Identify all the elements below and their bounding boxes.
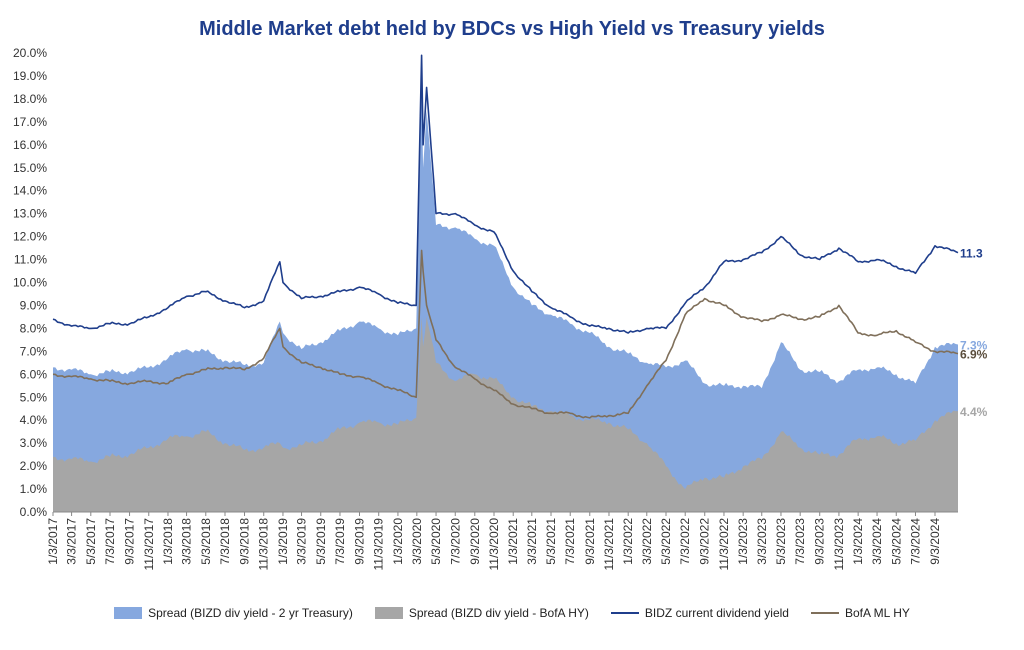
series-end-label: 4.4% — [960, 405, 988, 419]
series-line-bofa-hy — [52, 249, 959, 419]
y-tick-label: 0.0% — [20, 505, 48, 519]
x-tick-label: 7/3/2023 — [793, 518, 807, 565]
y-tick-label: 7.0% — [20, 344, 48, 358]
series-end-label: 6.9% — [960, 348, 988, 362]
series-line-bizd-yield — [52, 54, 959, 334]
x-tick-label: 1/3/2022 — [621, 518, 635, 565]
legend-item: BofA ML HY — [810, 606, 910, 620]
y-tick-label: 14.0% — [13, 184, 47, 198]
y-tick-label: 2.0% — [20, 459, 48, 473]
y-tick-label: 15.0% — [13, 161, 47, 175]
x-tick-label: 11/3/2021 — [602, 518, 616, 571]
x-tick-label: 7/3/2020 — [448, 518, 462, 565]
x-tick-label: 7/3/2017 — [103, 518, 117, 565]
y-tick-label: 1.0% — [20, 482, 48, 496]
x-tick-label: 5/3/2019 — [314, 518, 328, 565]
legend-item: Spread (BIZD div yield - 2 yr Treasury) — [114, 606, 353, 620]
x-tick-label: 3/3/2019 — [295, 518, 309, 565]
x-tick-label: 9/3/2022 — [698, 518, 712, 565]
x-tick-label: 11/3/2020 — [487, 518, 501, 571]
x-tick-label: 1/3/2019 — [276, 518, 290, 565]
x-tick-label: 5/3/2023 — [774, 518, 788, 565]
y-tick-label: 13.0% — [13, 207, 47, 221]
y-tick-label: 10.0% — [13, 276, 47, 290]
y-tick-label: 5.0% — [20, 390, 48, 404]
x-tick-label: 1/3/2018 — [161, 518, 175, 565]
chart-title: Middle Market debt held by BDCs vs High … — [199, 18, 825, 40]
x-tick-label: 9/3/2020 — [468, 518, 482, 565]
x-tick-label: 7/3/2024 — [908, 518, 922, 565]
x-tick-label: 9/3/2018 — [238, 518, 252, 565]
y-tick-label: 9.0% — [20, 298, 48, 312]
series-area-hy-spread — [53, 316, 958, 512]
y-tick-label: 16.0% — [13, 138, 47, 152]
x-tick-label: 9/3/2021 — [583, 518, 597, 565]
y-tick-label: 8.0% — [20, 321, 48, 335]
x-tick-label: 11/3/2018 — [257, 518, 271, 571]
y-tick-label: 6.0% — [20, 367, 48, 381]
x-tick-label: 9/3/2019 — [352, 518, 366, 565]
legend-swatch — [810, 612, 839, 614]
x-tick-label: 3/3/2020 — [410, 518, 424, 565]
x-tick-label: 7/3/2021 — [563, 518, 577, 565]
x-tick-label: 3/3/2018 — [180, 518, 194, 565]
y-tick-label: 20.0% — [13, 46, 47, 60]
legend-label: BIDZ current dividend yield — [644, 606, 789, 620]
x-tick-label: 5/3/2017 — [84, 518, 98, 565]
y-tick-label: 18.0% — [13, 92, 47, 106]
y-tick-label: 19.0% — [13, 69, 47, 83]
y-tick-label: 3.0% — [20, 436, 48, 450]
y-tick-label: 12.0% — [13, 230, 47, 244]
legend-swatch — [610, 612, 639, 614]
x-tick-label: 3/3/2021 — [525, 518, 539, 565]
x-tick-label: 1/3/2021 — [506, 518, 520, 565]
x-tick-label: 11/3/2022 — [717, 518, 731, 571]
x-tick-label: 3/3/2024 — [870, 518, 884, 565]
legend-swatch — [374, 607, 403, 619]
x-tick-label: 1/3/2020 — [391, 518, 405, 565]
legend-label: Spread (BIZD div yield - BofA HY) — [408, 606, 589, 620]
x-tick-label: 1/3/2023 — [736, 518, 750, 565]
chart-plot-area: 0.0% 1.0% 2.0% 3.0% 4.0% 5.0% 6.0% 7.0% 8.0% 9.0%… — [13, 46, 988, 571]
legend-swatch — [114, 607, 143, 619]
x-tick-label: 7/3/2018 — [218, 518, 232, 565]
x-tick-label: 3/3/2022 — [640, 518, 654, 565]
chart-legend: Spread (BIZD div yield - 2 yr Treasury) S… — [0, 606, 1024, 620]
x-tick-label: 9/3/2023 — [813, 518, 827, 565]
x-tick-label: 5/3/2022 — [659, 518, 673, 565]
x-tick-label: 11/3/2017 — [142, 518, 156, 571]
x-tick-label: 5/3/2018 — [199, 518, 213, 565]
x-tick-label: 5/3/2021 — [544, 518, 558, 565]
x-tick-label: 1/3/2017 — [46, 518, 60, 565]
legend-item: Spread (BIZD div yield - BofA HY) — [374, 606, 589, 620]
x-tick-label: 3/3/2017 — [65, 518, 79, 565]
series-area-treasury-spread — [53, 76, 958, 512]
legend-item: BIDZ current dividend yield — [610, 606, 789, 620]
legend-label: Spread (BIZD div yield - 2 yr Treasury) — [148, 606, 353, 620]
x-tick-label: 11/3/2023 — [832, 518, 846, 571]
y-tick-label: 4.0% — [20, 413, 48, 427]
x-tick-label: 3/3/2023 — [755, 518, 769, 565]
x-tick-label: 5/3/2024 — [889, 518, 903, 565]
x-tick-label: 11/3/2019 — [372, 518, 386, 571]
x-tick-label: 9/3/2017 — [123, 518, 137, 565]
x-tick-label: 7/3/2019 — [333, 518, 347, 565]
x-tick-label: 1/3/2024 — [851, 518, 865, 565]
x-tick-label: 5/3/2020 — [429, 518, 443, 565]
legend-label: BofA ML HY — [844, 606, 910, 620]
series-end-label: 7.3% — [960, 338, 988, 352]
y-tick-label: 11.0% — [14, 253, 47, 267]
series-end-label: 11.3 — [960, 247, 983, 261]
y-tick-label: 17.0% — [13, 115, 47, 129]
x-tick-label: 7/3/2022 — [678, 518, 692, 565]
x-tick-label: 9/3/2024 — [928, 518, 942, 565]
